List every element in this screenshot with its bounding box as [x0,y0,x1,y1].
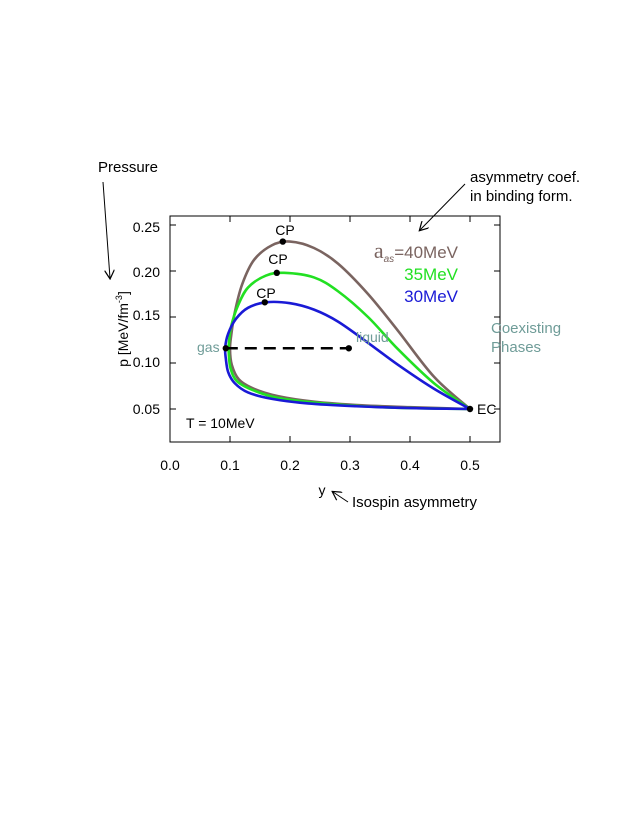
y-axis-title-close: ] [115,291,131,295]
pressure-arrow [102,181,110,278]
asymmetry-arrow [420,183,466,230]
y-tick-label: 0.05 [133,401,160,417]
cp-label-30: CP [256,285,275,301]
critical-point-marker [273,269,280,277]
y-tick-label: 0.10 [133,354,160,370]
coexisting-label-line2: Phases [491,339,541,356]
x-tick-label: 0.1 [220,457,240,473]
cp-label-40: CP [275,222,294,238]
y-tick-label: 0.15 [133,307,160,323]
isospin-annotation: Isospin asymmetry [352,494,478,511]
cp-label-35: CP [268,251,287,267]
liquid-point-marker [345,345,352,352]
y-axis-title-superscript: -3 [114,295,124,303]
legend-35: 35MeV [404,265,459,284]
critical-point-marker [279,238,286,245]
x-tick-label: 0.3 [340,457,360,473]
legend-equals: = [394,243,404,262]
legend-40-value: 40MeV [404,243,459,262]
ec-label: EC [477,401,496,417]
pressure-annotation: Pressure [98,159,158,176]
curves-group [223,240,471,411]
legend-30: 30MeV [404,287,459,306]
liquid-label: liquid [356,329,389,345]
x-tick-label: 0.0 [160,457,180,473]
x-tick-label: 0.2 [280,457,300,473]
legend-subscript: as [384,254,395,265]
y-axis-title-main: p [MeV/fm [115,303,131,367]
axis-ticks [169,216,500,442]
coexisting-label-line1: Coexisting [491,320,561,337]
gas-point-marker [222,345,229,352]
legend-40: aas=40MeV [374,238,459,265]
series-line-30MeV [223,300,471,411]
isospin-arrow [333,492,349,503]
x-tick-labels: 0.0 0.1 0.2 0.3 0.4 0.5 [160,457,480,473]
y-tick-labels: 0.05 0.10 0.15 0.20 0.25 [133,219,160,417]
y-tick-label: 0.20 [133,264,160,280]
x-axis-title: y [319,482,326,498]
x-tick-label: 0.5 [460,457,480,473]
asymmetry-annotation-line1: asymmetry coef. [470,169,580,186]
legend-symbol: a [374,238,384,263]
x-tick-label: 0.4 [400,457,420,473]
y-axis-title: p [MeV/fm-3] [114,291,131,367]
gas-label: gas [197,339,220,355]
plot-frame [169,215,501,443]
critical-point-marker [261,299,268,306]
ec-point-marker [466,405,474,413]
markers-group [222,238,474,413]
asymmetry-annotation-line2: in binding form. [470,188,573,205]
y-tick-label: 0.25 [133,219,160,235]
temperature-label: T = 10MeV [186,415,255,431]
